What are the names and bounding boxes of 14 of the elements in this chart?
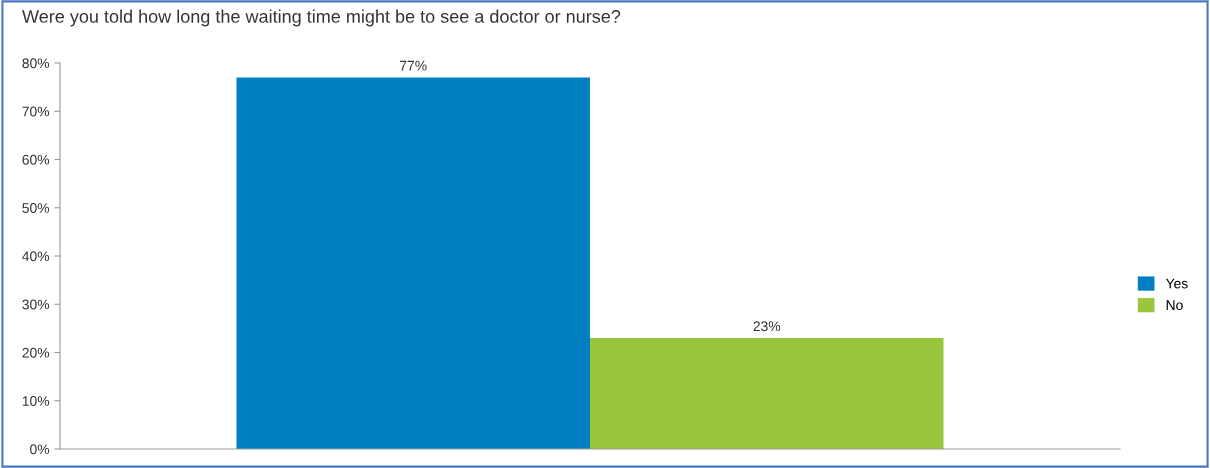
data-label: 23%: [753, 321, 781, 332]
chart-title: Were you told how long the waiting time might be to see a doctor or nurse?: [22, 9, 621, 27]
y-tick-label: 80%: [22, 58, 50, 69]
legend-label: Yes: [1165, 278, 1188, 289]
y-tick-label: 70%: [22, 106, 50, 117]
y-tick-label: 10%: [22, 396, 50, 406]
legend-label: No: [1166, 300, 1183, 311]
y-tick-label: 50%: [22, 203, 50, 213]
data-label: 77%: [400, 60, 427, 71]
y-tick-label: 40%: [22, 251, 50, 262]
y-tick-label: 20%: [22, 347, 50, 358]
y-tick-label: 30%: [22, 299, 50, 310]
y-tick-label: 60%: [22, 154, 50, 165]
y-tick-label: 0%: [30, 444, 50, 455]
